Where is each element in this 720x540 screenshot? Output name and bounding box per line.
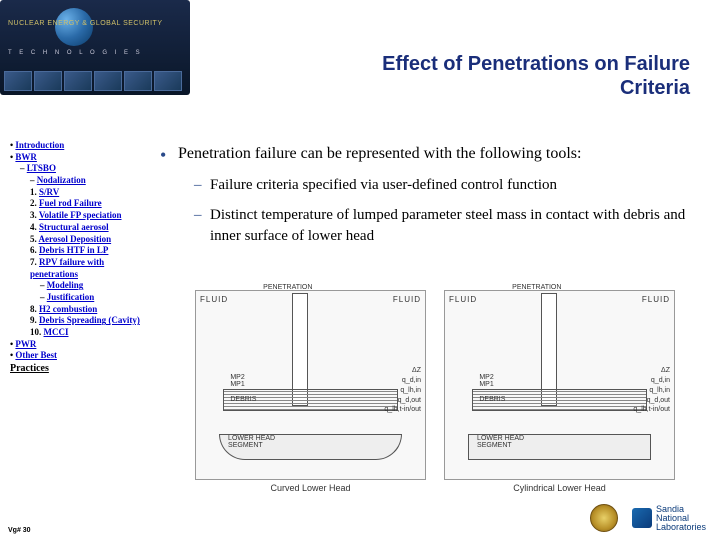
sidebar-item[interactable]: 8. H2 combustion bbox=[30, 304, 150, 316]
sidebar-item[interactable]: 2. Fuel rod Failure bbox=[30, 198, 150, 210]
sidebar-link[interactable]: MCCI bbox=[44, 327, 69, 337]
sidebar-link[interactable]: H2 combustion bbox=[39, 304, 97, 314]
fluid-label-r2: FLUID bbox=[642, 295, 670, 304]
banner-thumbnails bbox=[4, 71, 182, 91]
bullet-sub-1: Failure criteria specified via user-defi… bbox=[194, 175, 705, 195]
q-labels: ΔZ q_d,in q_lh,in q_d,out q_lh,t-in/out bbox=[384, 366, 421, 415]
sidebar-item[interactable]: 4. Structural aerosol bbox=[30, 222, 150, 234]
sidebar-link[interactable]: PWR bbox=[15, 339, 36, 349]
sidebar-item[interactable]: • Other Best bbox=[10, 350, 150, 362]
sidebar-link[interactable]: Aerosol Deposition bbox=[39, 234, 112, 244]
sidebar-item[interactable]: – LTSBO bbox=[20, 163, 150, 175]
sidebar-link[interactable]: Volatile FP speciation bbox=[39, 210, 122, 220]
sidebar-item[interactable]: 1. S/RV bbox=[30, 187, 150, 199]
sidebar-item[interactable]: • BWR bbox=[10, 152, 150, 164]
sidebar-link[interactable]: Debris HTF in LP bbox=[39, 245, 108, 255]
sidebar-practices: Practices bbox=[10, 362, 150, 375]
figure-cylindrical: FLUID FLUID MP2MP1 DEBRIS LOWER HEAD SEG… bbox=[444, 290, 675, 480]
mp-label-2: MP2MP1 bbox=[479, 374, 493, 388]
figure-area: FLUID FLUID MP2MP1 DEBRIS LOWER HEAD SEG… bbox=[195, 290, 675, 480]
sidebar-link[interactable]: Introduction bbox=[15, 140, 64, 150]
fluid-label-l: FLUID bbox=[200, 295, 228, 304]
sidebar-link[interactable]: Debris Spreading (Cavity) bbox=[39, 315, 140, 325]
sidebar-link[interactable]: RPV failure with penetrations bbox=[30, 257, 104, 279]
sidebar-link[interactable]: Fuel rod Failure bbox=[39, 198, 102, 208]
lower-head-label: LOWER HEAD SEGMENT bbox=[228, 435, 275, 449]
bullet-sub-2: Distinct temperature of lumped parameter… bbox=[194, 205, 705, 246]
sidebar-link[interactable]: BWR bbox=[15, 152, 37, 162]
banner-subtitle: T E C H N O L O G I E S bbox=[8, 50, 143, 56]
banner-title: NUCLEAR ENERGY & GLOBAL SECURITY bbox=[8, 20, 162, 27]
footer-logos: Sandia National Laboratories bbox=[590, 504, 706, 532]
nav-sidebar: • Introduction• BWR– LTSBO– Nodalization… bbox=[10, 140, 150, 375]
slide-content: Penetration failure can be represented w… bbox=[160, 145, 705, 256]
doe-seal-icon bbox=[590, 504, 618, 532]
debris-label: DEBRIS bbox=[230, 396, 256, 403]
sidebar-item[interactable]: • PWR bbox=[10, 339, 150, 351]
sidebar-item[interactable]: 6. Debris HTF in LP bbox=[30, 245, 150, 257]
sidebar-item[interactable]: – Modeling bbox=[40, 280, 150, 292]
sandia-label: Sandia National Laboratories bbox=[656, 505, 706, 532]
mp-label: MP2MP1 bbox=[230, 374, 244, 388]
sidebar-link[interactable]: Nodalization bbox=[37, 175, 86, 185]
sidebar-link[interactable]: S/RV bbox=[39, 187, 59, 197]
bullet-main: Penetration failure can be represented w… bbox=[160, 145, 705, 163]
sidebar-link[interactable]: Other Best bbox=[15, 350, 57, 360]
q-labels-2: ΔZ q_d,in q_lh,in q_d,out q_lh,t-in/out bbox=[633, 366, 670, 415]
sidebar-item[interactable]: 10. MCCI bbox=[30, 327, 150, 339]
figure-curved: FLUID FLUID MP2MP1 DEBRIS LOWER HEAD SEG… bbox=[195, 290, 426, 480]
fluid-label-r: FLUID bbox=[393, 295, 421, 304]
sidebar-link[interactable]: Structural aerosol bbox=[39, 222, 109, 232]
lower-head-label-2: LOWER HEAD SEGMENT bbox=[477, 435, 524, 449]
page-number: Vg# 30 bbox=[8, 527, 31, 534]
sidebar-link[interactable]: Justification bbox=[47, 292, 95, 302]
sidebar-link[interactable]: Modeling bbox=[47, 280, 84, 290]
sandia-logo-icon bbox=[632, 508, 652, 528]
sidebar-item[interactable]: 5. Aerosol Deposition bbox=[30, 234, 150, 246]
fluid-label-l2: FLUID bbox=[449, 295, 477, 304]
sidebar-link[interactable]: LTSBO bbox=[27, 163, 56, 173]
figure-caption-right: Cylindrical Lower Head bbox=[445, 483, 674, 493]
slide-title: Effect of Penetrations on Failure Criter… bbox=[310, 52, 690, 100]
figure-caption-left: Curved Lower Head bbox=[196, 483, 425, 493]
debris-label-2: DEBRIS bbox=[479, 396, 505, 403]
sidebar-item[interactable]: 7. RPV failure with penetrations bbox=[30, 257, 150, 280]
sidebar-item[interactable]: • Introduction bbox=[10, 140, 150, 152]
sidebar-item[interactable]: 9. Debris Spreading (Cavity) bbox=[30, 315, 150, 327]
sidebar-item[interactable]: – Nodalization bbox=[30, 175, 150, 187]
sidebar-item[interactable]: 3. Volatile FP speciation bbox=[30, 210, 150, 222]
globe-icon bbox=[55, 8, 93, 46]
sidebar-item[interactable]: – Justification bbox=[40, 292, 150, 304]
header-banner: NUCLEAR ENERGY & GLOBAL SECURITY T E C H… bbox=[0, 0, 190, 95]
